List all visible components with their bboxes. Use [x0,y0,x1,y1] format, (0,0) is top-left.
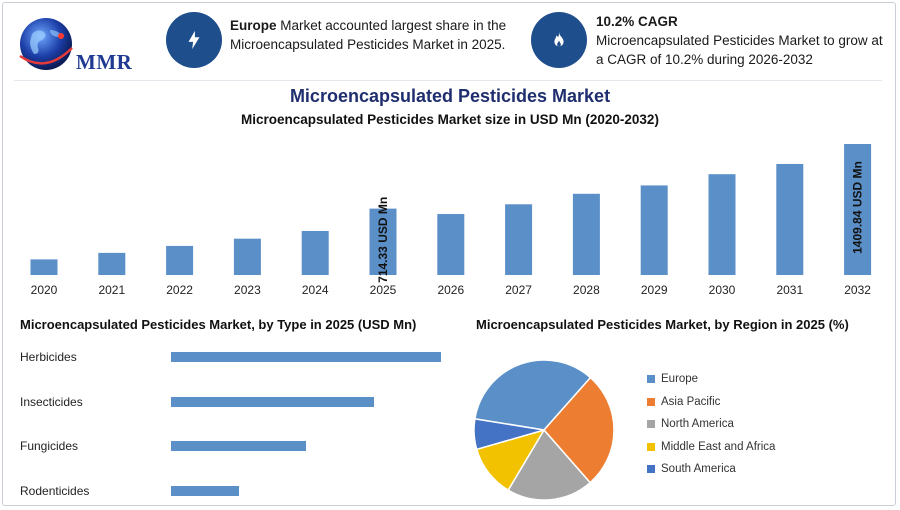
pie-slice-south-america [473,417,545,451]
legend-swatch-middle-east-and-africa [647,442,655,451]
x-tick-2027: 2027 [505,283,532,297]
legend-item-north-america: North America [647,418,734,430]
bar-2020 [30,259,58,275]
x-tick-2021: 2021 [98,283,125,297]
legend-label-middle-east-and-africa: Middle East and Africa [661,440,776,453]
x-tick-2020: 2020 [31,283,58,297]
legend-swatch-asia-pacific [647,397,655,406]
highlight-europe: Europe Market accounted largest share in… [230,16,520,54]
highlight-cagr-text: Microencapsulated Pesticides Market to g… [596,33,883,67]
x-tick-2030: 2030 [709,283,736,297]
type-label-fungicides: Fungicides [20,439,79,453]
type-bar-herbicides [171,352,441,362]
bar-2029 [640,185,668,275]
x-tick-2022: 2022 [166,283,193,297]
bar-2027 [505,204,533,275]
page-title: Microencapsulated Pesticides Market [289,86,611,106]
legend-item-middle-east-and-africa: Middle East and Africa [647,441,775,453]
legend-swatch-south-america [647,465,655,473]
mmr-logo: MMR [14,8,144,78]
type-chart-title: Microencapsulated Pesticides Market, by … [20,317,417,332]
type-label-rodenticides: Rodenticides [20,483,90,498]
lightning-icon [166,12,222,68]
bar-2023 [233,238,261,275]
pie-slice-europe [474,359,592,431]
logo-text: MMR [76,50,133,74]
data-label-2025: 714.33 USD Mn [376,197,390,283]
legend-label-north-america: North America [661,418,734,430]
highlight-cagr-bold: 10.2% CAGR [596,14,678,29]
pie-slice-asia-pacific [543,376,615,484]
region-pie-chart [473,359,615,501]
bar-2022 [166,245,194,275]
highlight-cagr: 10.2% CAGR Microencapsulated Pesticides … [596,12,886,69]
bar-chart-title: Microencapsulated Pesticides Market size… [241,112,659,127]
x-tick-2029: 2029 [641,283,668,297]
type-label-insecticides: Insecticides [20,394,83,409]
legend-item-europe: Europe [647,373,698,385]
highlight-europe-bold: Europe [230,18,277,33]
highlight-europe-text: Market accounted largest share in the Mi… [230,18,507,52]
x-tick-2031: 2031 [776,283,803,297]
type-bar-fungicides [171,441,306,451]
x-tick-2025: 2025 [370,283,397,297]
globe-icon [19,18,73,70]
bar-2030 [708,174,736,275]
legend-label-europe: Europe [661,373,699,385]
flame-icon [531,12,587,68]
legend-label-south-america: South America [661,463,736,475]
x-tick-2023: 2023 [234,283,261,297]
legend-item-asia-pacific: Asia Pacific [647,396,720,408]
type-label-herbicides: Herbicides [20,350,77,364]
type-bar-insecticides [171,396,375,407]
bar-2028 [572,193,600,275]
type-bar-rodenticides [171,485,240,496]
x-tick-2032: 2032 [844,283,871,297]
x-tick-2028: 2028 [573,283,600,297]
region-chart-title: Microencapsulated Pesticides Market, by … [476,317,849,332]
legend-swatch-europe [647,375,655,383]
bar-2024 [301,230,329,275]
data-label-2032: 1409.84 USD Mn [851,161,865,254]
x-tick-2024: 2024 [302,283,329,297]
x-tick-2026: 2026 [437,283,464,297]
bar-2025 [369,208,397,275]
pie-slice-north-america [507,428,592,501]
legend-swatch-north-america [647,420,655,428]
header-divider [14,80,882,81]
legend-item-south-america: South America [647,463,736,475]
bar-2031 [776,163,804,275]
bar-2021 [98,252,126,275]
bar-2026 [437,214,465,275]
legend-label-asia-pacific: Asia Pacific [661,395,721,408]
bar-2032 [844,144,872,275]
market-size-bar-chart: 2020 2021 2022 2023 2024 2025 2026 2027 2028 2029… [30,144,872,297]
